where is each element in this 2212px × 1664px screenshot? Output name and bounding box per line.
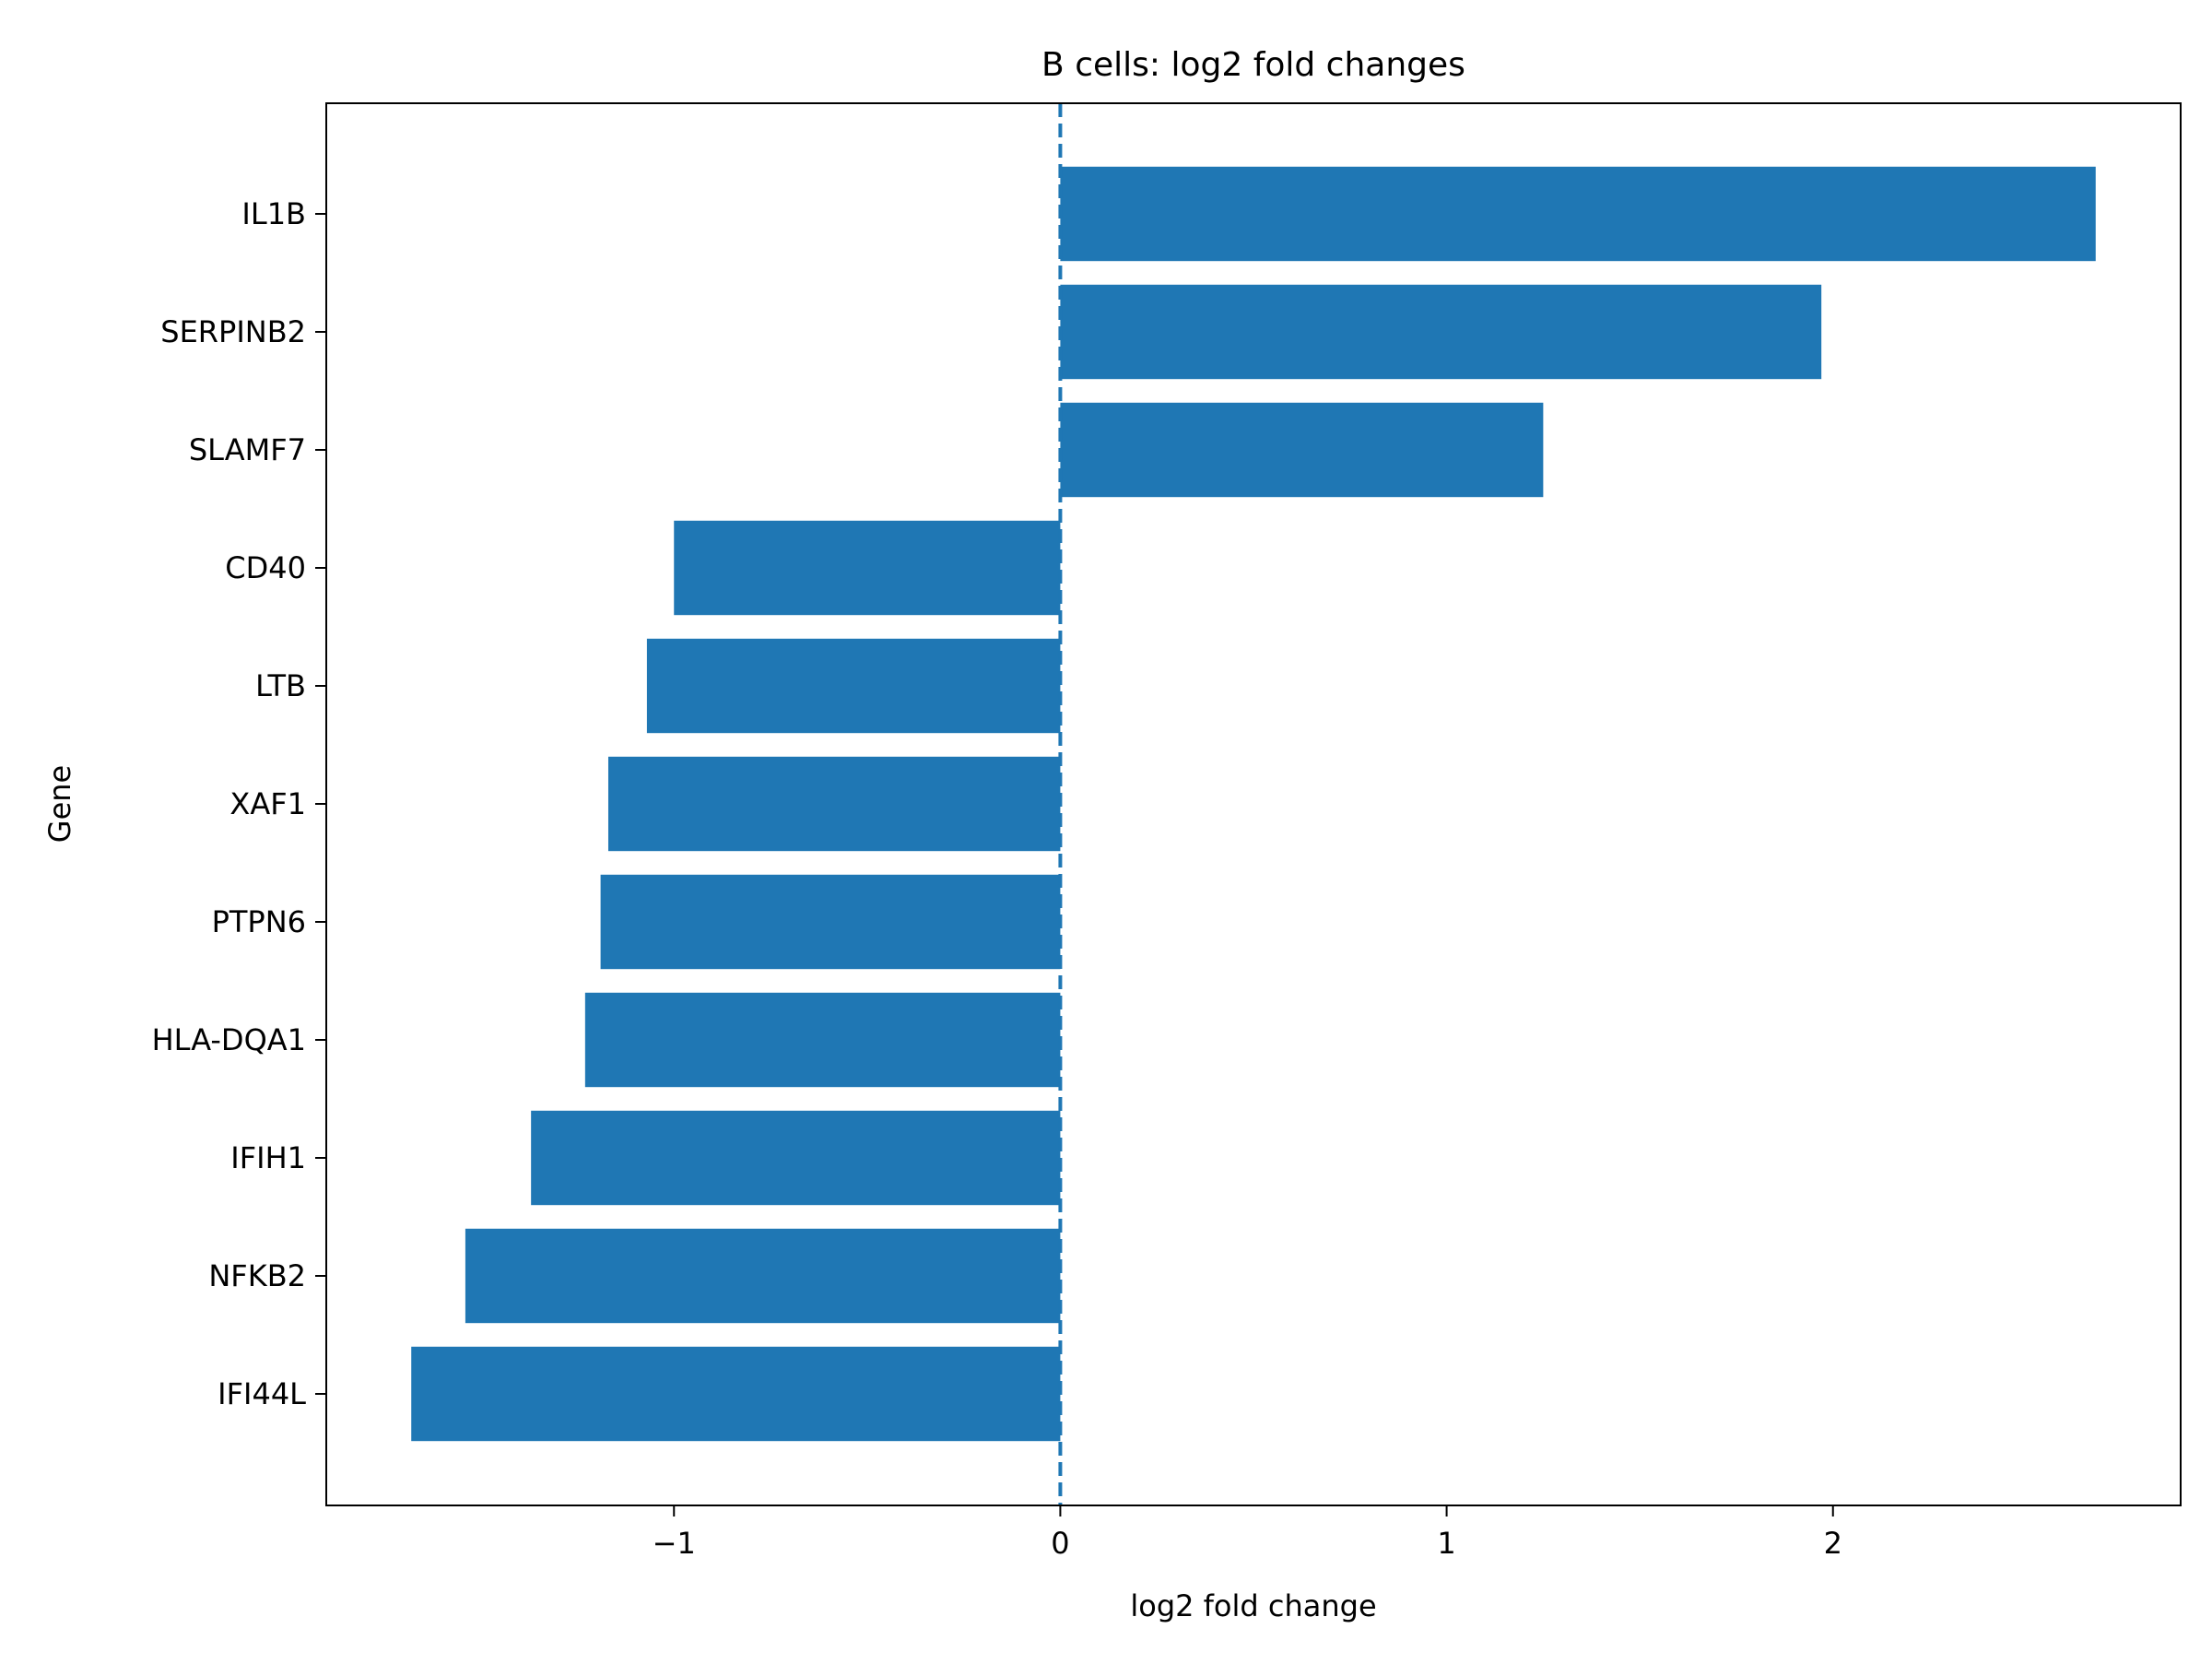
y-ticks-group: IL1B SERPINB2 SLAMF7 CD40 LTB XAF1 PTPN6 HLA-DQ…	[152, 196, 326, 1411]
plot-frame	[325, 102, 2182, 1506]
bar-ltb	[646, 638, 1061, 734]
y-tick-label: IL1B	[241, 196, 306, 231]
x-tick-label: −1	[653, 1526, 696, 1561]
x-ticks-group: −1 0 1 2	[653, 1505, 1842, 1561]
bar-serpinb2	[1060, 284, 1822, 380]
x-tick-label: 1	[1437, 1526, 1455, 1561]
y-axis-label: Gene	[42, 765, 77, 843]
bar-xaf1	[607, 756, 1061, 852]
bar-hla-dqa1	[584, 992, 1061, 1088]
y-tick-label: PTPN6	[212, 904, 306, 939]
y-tick-label: NFKB2	[208, 1258, 306, 1293]
y-tick-label: HLA-DQA1	[152, 1022, 306, 1057]
bar-ptpn6	[600, 874, 1061, 970]
y-tick-label: IFIH1	[230, 1140, 306, 1175]
bar-nfkb2	[465, 1228, 1061, 1324]
y-tick-label: SERPINB2	[160, 314, 306, 349]
bar-ifi44l	[411, 1346, 1061, 1442]
x-tick-label: 2	[1824, 1526, 1842, 1561]
y-tick-label: CD40	[225, 550, 306, 585]
x-tick-label: 0	[1051, 1526, 1069, 1561]
chart-title: B cells: log2 fold changes	[1041, 46, 1465, 84]
bars-group	[411, 166, 2096, 1442]
bar-il1b	[1060, 166, 2096, 262]
bar-ifih1	[531, 1110, 1061, 1206]
x-axis-label: log2 fold change	[1130, 1588, 1376, 1623]
y-tick-label: IFI44L	[218, 1376, 306, 1411]
y-tick-label: SLAMF7	[189, 432, 306, 467]
bar-slamf7	[1060, 402, 1544, 498]
y-tick-label: LTB	[255, 668, 306, 703]
bar-cd40	[674, 520, 1061, 616]
y-tick-label: XAF1	[229, 786, 306, 821]
